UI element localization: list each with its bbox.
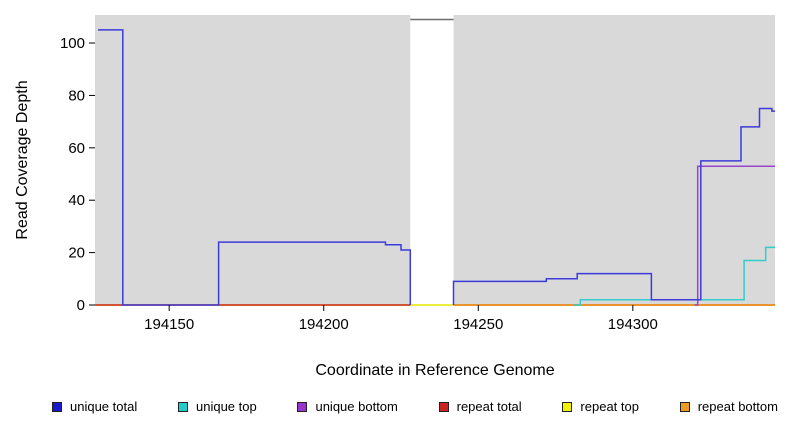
series-unique-total xyxy=(452,107,775,305)
legend-label: unique bottom xyxy=(315,399,398,414)
coverage-chart: 0 20 40 60 80 100 194150 194200 194250 194300 Coor… xyxy=(14,15,775,379)
legend-swatch-repeat-top xyxy=(562,401,573,412)
legend-item-repeat-total: repeat total xyxy=(438,399,522,414)
legend-label: repeat bottom xyxy=(697,399,778,414)
legend-item-unique-total: unique total xyxy=(52,399,137,414)
legend: unique total unique top unique bottom repea… xyxy=(0,399,792,414)
y-tick-label: 100 xyxy=(60,35,85,52)
legend-item-repeat-bottom: repeat bottom xyxy=(679,399,778,414)
legend-swatch-unique-bottom xyxy=(297,401,308,412)
legend-item-unique-top: unique top xyxy=(177,399,257,414)
legend-swatch-unique-total xyxy=(52,401,62,412)
legend-item-repeat-top: repeat top xyxy=(562,399,639,414)
y-tick-label: 40 xyxy=(68,192,85,209)
y-axis-title: Read Coverage Depth xyxy=(14,80,31,239)
y-tick-label: 20 xyxy=(68,245,85,262)
legend-label: unique total xyxy=(70,399,138,414)
y-tick-label: 60 xyxy=(68,140,85,157)
x-tick-label: 194200 xyxy=(299,316,349,333)
legend-swatch-repeat-bottom xyxy=(679,401,690,412)
series-unique-bottom xyxy=(694,165,775,306)
legend-item-unique-bottom: unique bottom xyxy=(297,399,398,414)
x-tick-label: 194300 xyxy=(608,316,658,333)
legend-label: repeat total xyxy=(456,399,522,414)
y-tick-label: 0 xyxy=(77,297,85,314)
x-tick-label: 194150 xyxy=(144,316,194,333)
x-axis-title: Coordinate in Reference Genome xyxy=(315,362,554,379)
legend-label: repeat top xyxy=(580,399,639,414)
legend-swatch-unique-top xyxy=(177,401,188,412)
x-tick-label: 194250 xyxy=(453,316,503,333)
legend-swatch-repeat-total xyxy=(438,401,449,412)
y-tick-label: 80 xyxy=(68,87,85,104)
series-unique-total xyxy=(98,29,412,306)
series-unique-top xyxy=(574,246,775,306)
legend-label: unique top xyxy=(195,399,257,414)
coverage-gap-band xyxy=(410,15,454,305)
